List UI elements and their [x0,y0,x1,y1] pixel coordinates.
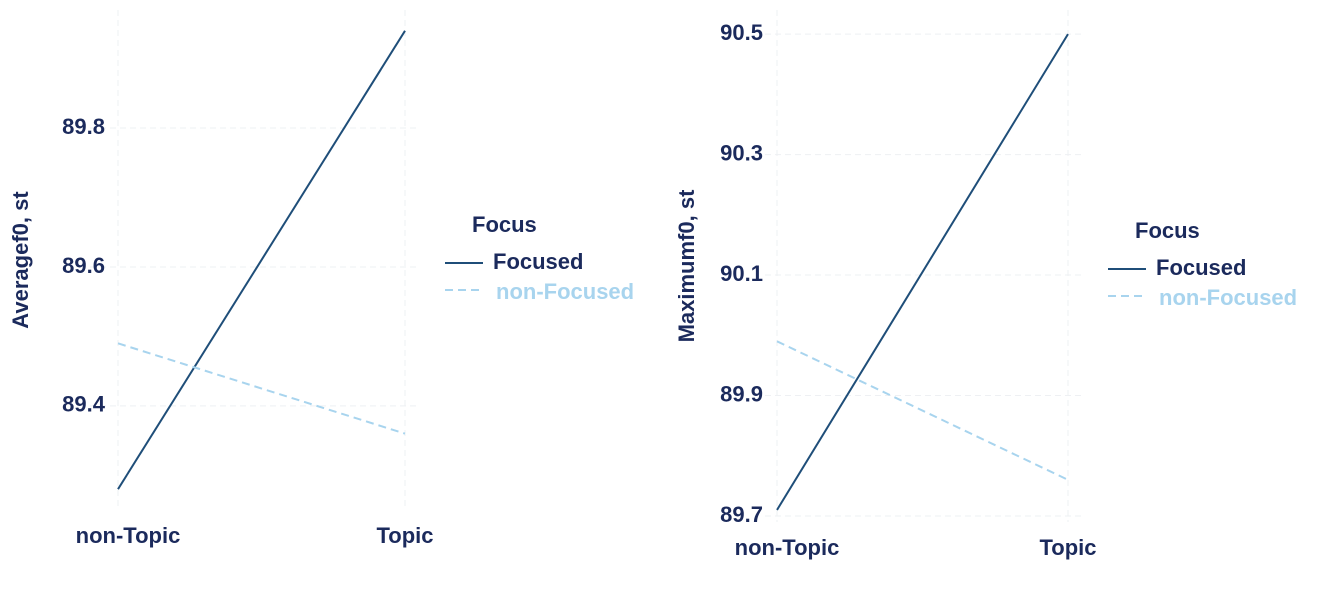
y-tick-label: 90.1 [720,261,763,286]
line [117,342,406,435]
line [117,30,406,490]
y-tick-label: 89.8 [62,114,105,139]
y-tick-label: 89.6 [62,253,105,278]
legend-label: Focused [1156,255,1246,280]
y-tick-label: 89.7 [720,502,763,527]
line [776,33,1069,511]
y-axis-label: Maximumf0, st [674,189,699,342]
x-tick-label: Topic [1039,535,1096,560]
legend-label: non-Focused [496,279,634,304]
legend-label: non-Focused [1159,285,1297,310]
x-tick-label: Topic [376,523,433,548]
y-tick-label: 89.9 [720,381,763,406]
x-tick-label: non-Topic [76,523,181,548]
y-tick-label: 89.4 [62,392,106,417]
legend-title: Focus [472,212,537,237]
legend-label: Focused [493,249,583,274]
line [776,340,1069,481]
y-axis-label: Averagef0, st [8,191,33,329]
legend-title: Focus [1135,218,1200,243]
y-tick-label: 90.5 [720,20,763,45]
y-tick-label: 90.3 [720,140,763,165]
x-tick-label: non-Topic [735,535,840,560]
